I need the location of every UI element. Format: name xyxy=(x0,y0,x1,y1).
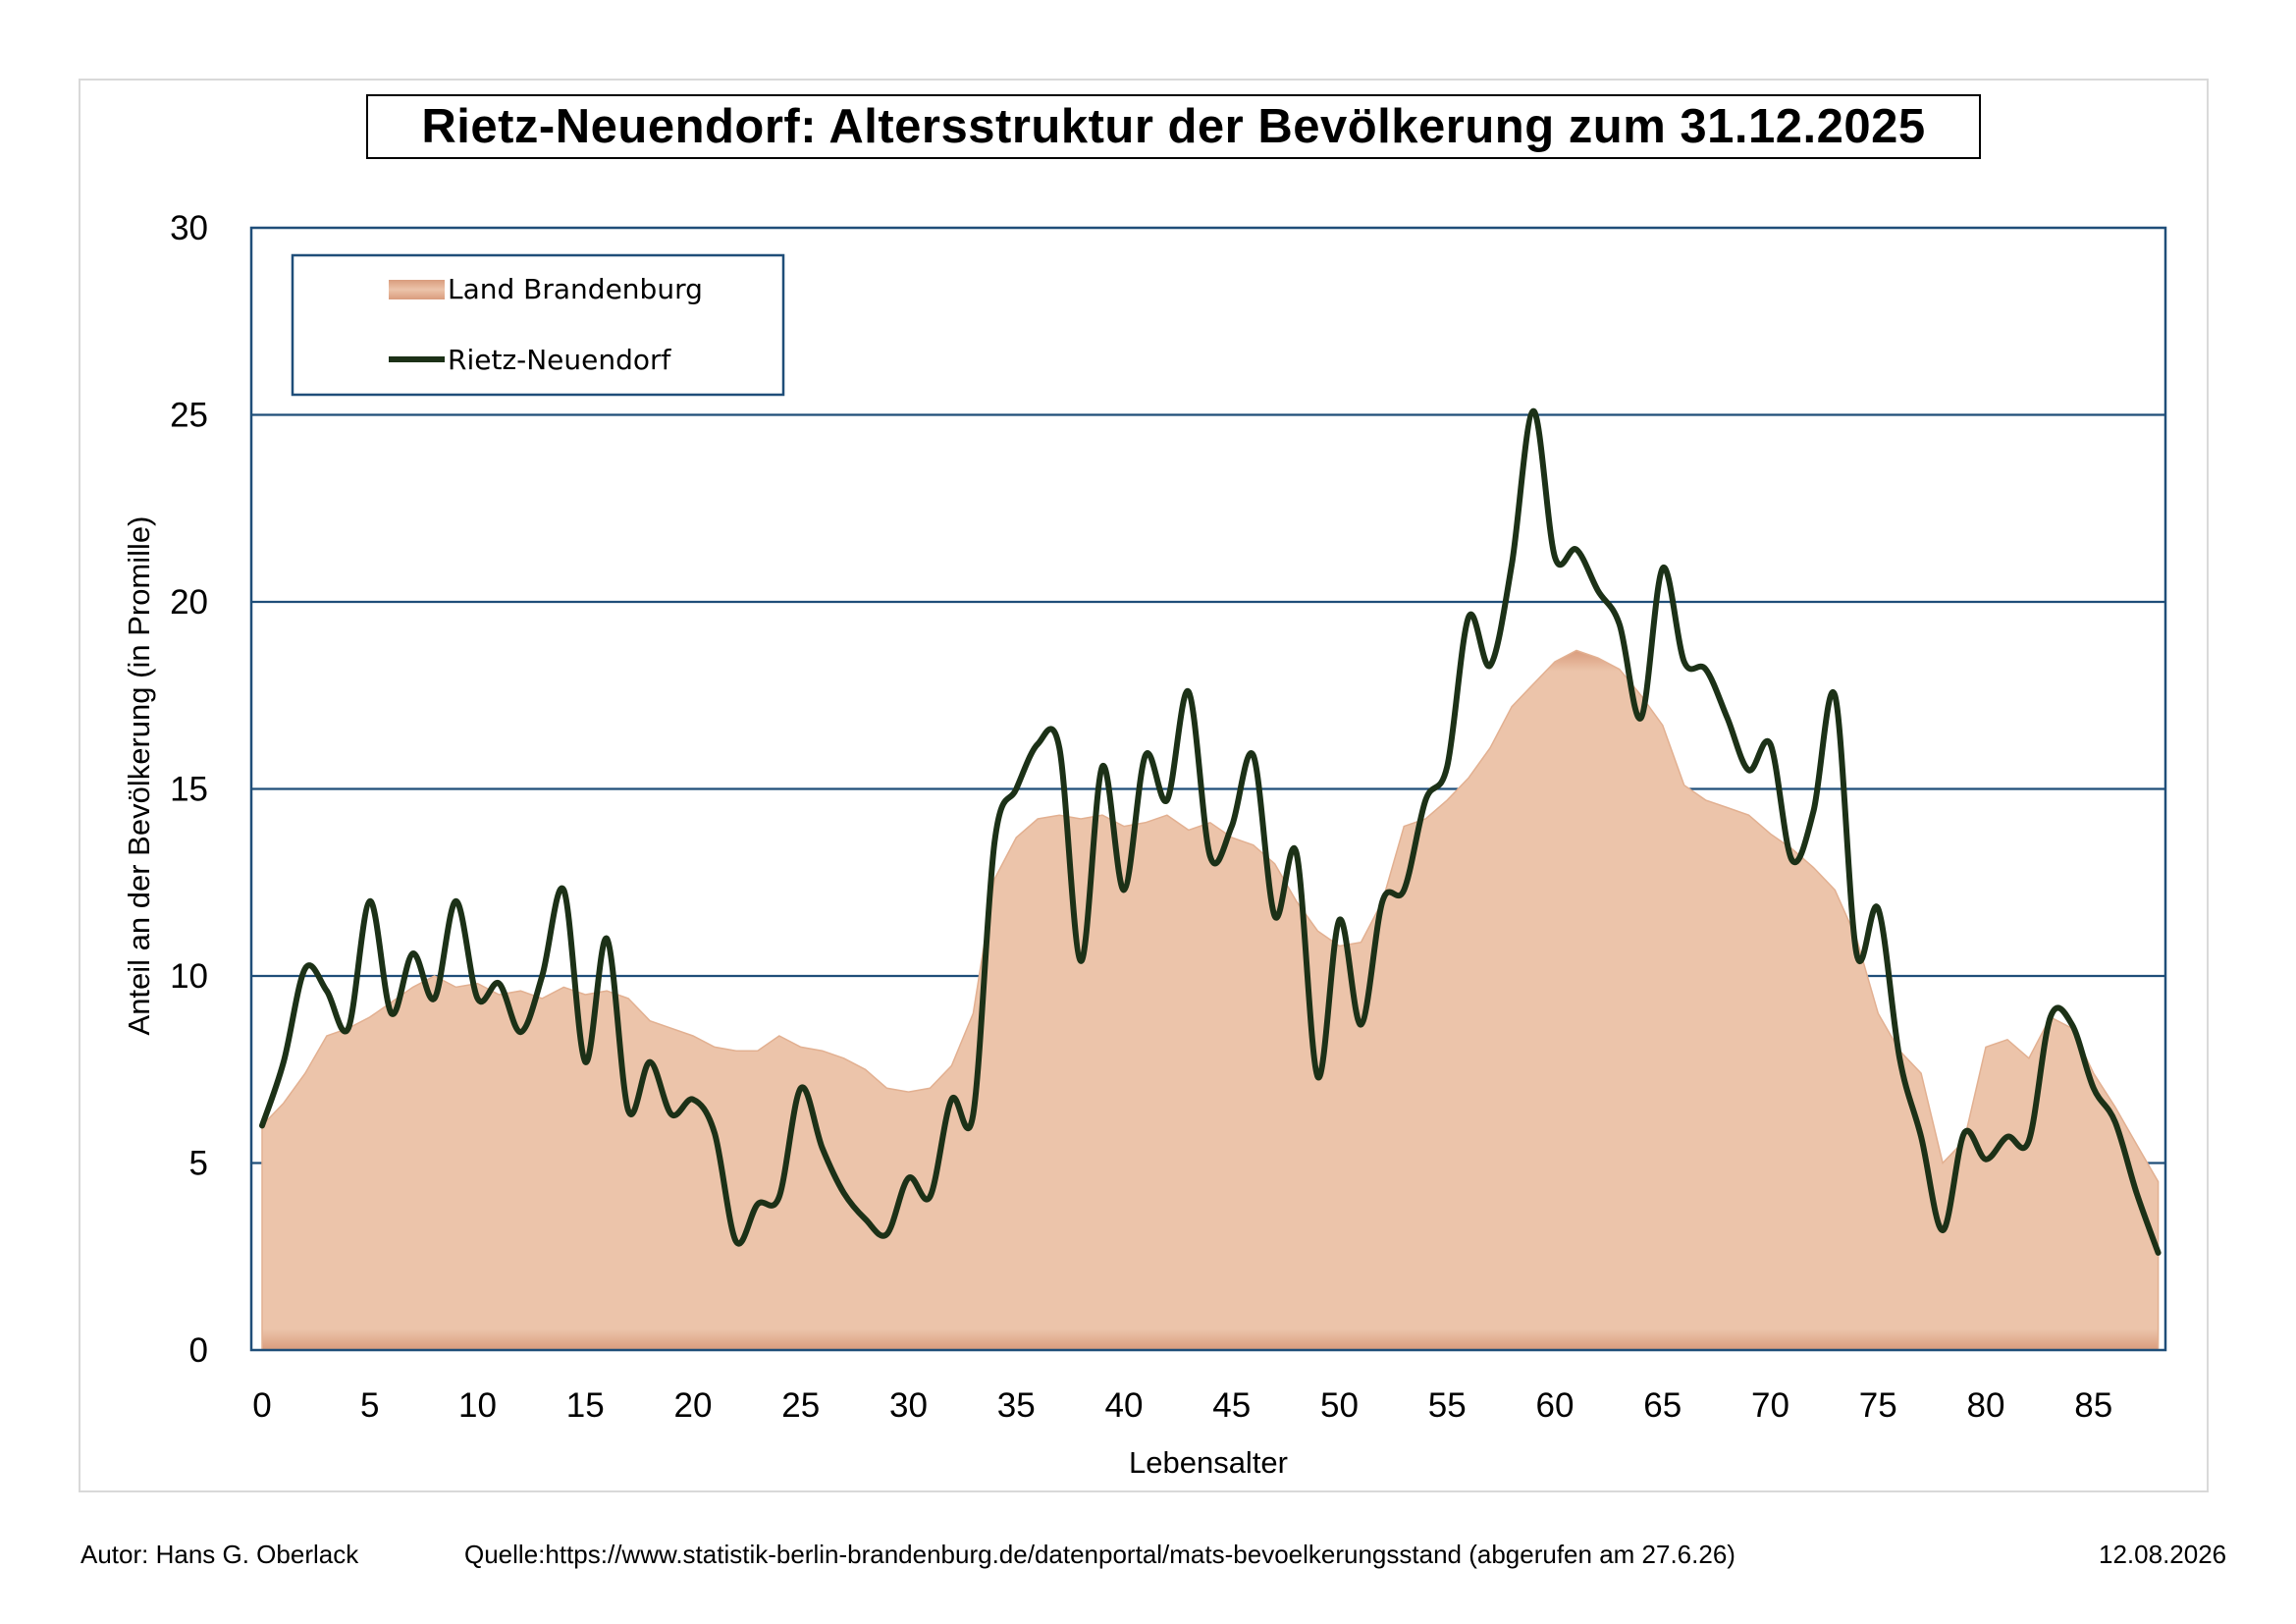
footer-author: Autor: Hans G. Oberlack xyxy=(80,1540,359,1569)
x-axis-label: Lebensalter xyxy=(1129,1445,1288,1480)
chart-title: Rietz-Neuendorf: Altersstruktur der Bevö… xyxy=(421,100,1926,153)
x-tick-label-35: 35 xyxy=(997,1386,1036,1425)
series-area-layer xyxy=(261,649,2160,1351)
x-tick-label-85: 85 xyxy=(2074,1386,2112,1425)
x-axis-tick-labels: 0 5 10 15 20 25 30 35 40 45 50 55 60 65 70 75 80 85 xyxy=(252,1386,2112,1425)
x-tick-label-15: 15 xyxy=(566,1386,605,1425)
y-tick-label-20: 20 xyxy=(170,583,208,622)
series-area-land-brandenburg xyxy=(261,649,2160,1351)
x-tick-label-20: 20 xyxy=(674,1386,713,1425)
x-tick-label-60: 60 xyxy=(1536,1386,1575,1425)
series-line-layer xyxy=(259,407,2162,1256)
x-tick-label-25: 25 xyxy=(781,1386,820,1425)
footer-date: 12.08.2026 xyxy=(2099,1540,2227,1569)
series-line-rietz-neuendorf xyxy=(259,407,2162,1256)
x-tick-label-10: 10 xyxy=(458,1386,497,1425)
y-tick-label-15: 15 xyxy=(170,771,208,809)
y-axis-label: Anteil an der Bevölkerung (in Promille) xyxy=(122,516,156,1036)
legend-entry-rietz-neuendorf: Rietz-Neuendorf xyxy=(448,344,672,376)
legend-entry-land-brandenburg: Land Brandenburg xyxy=(448,273,703,305)
y-tick-label-0: 0 xyxy=(189,1331,208,1370)
y-axis-tick-labels: 0 5 10 15 20 25 30 xyxy=(170,209,208,1370)
x-tick-label-30: 30 xyxy=(889,1386,928,1425)
footer-source: Quelle:https://www.statistik-berlin-bran… xyxy=(464,1540,1735,1569)
x-tick-label-55: 55 xyxy=(1428,1386,1467,1425)
y-tick-label-10: 10 xyxy=(170,957,208,996)
x-tick-label-40: 40 xyxy=(1105,1386,1144,1425)
x-tick-label-70: 70 xyxy=(1751,1386,1789,1425)
y-tick-label-30: 30 xyxy=(170,209,208,247)
legend-box xyxy=(291,253,785,397)
chart-title-box: Rietz-Neuendorf: Altersstruktur der Bevö… xyxy=(366,94,1981,159)
x-tick-label-80: 80 xyxy=(1967,1386,2005,1425)
x-tick-label-45: 45 xyxy=(1212,1386,1251,1425)
x-tick-label-50: 50 xyxy=(1320,1386,1359,1425)
y-tick-label-5: 5 xyxy=(189,1145,208,1183)
x-tick-label-0: 0 xyxy=(252,1386,271,1425)
x-tick-label-75: 75 xyxy=(1859,1386,1897,1425)
y-tick-label-25: 25 xyxy=(170,397,208,435)
legend-swatch-area xyxy=(389,280,445,299)
x-tick-label-65: 65 xyxy=(1643,1386,1682,1425)
x-tick-label-5: 5 xyxy=(360,1386,379,1425)
plot-area-border xyxy=(249,226,2167,1352)
chart-frame xyxy=(79,79,2209,1492)
legend: Land Brandenburg Rietz-Neuendorf xyxy=(291,253,785,397)
